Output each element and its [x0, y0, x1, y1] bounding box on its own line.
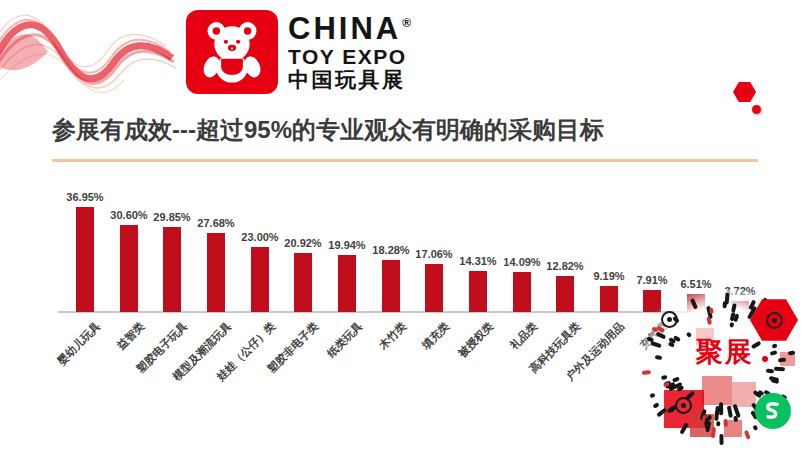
- qr-dot: [642, 371, 651, 375]
- bar: [163, 227, 181, 312]
- bar: [207, 233, 225, 312]
- wechat-icon: [755, 393, 791, 429]
- slide: CHINA® TOY EXPO 中国玩具展 参展有成效---超过95%的专业观众…: [0, 0, 802, 451]
- bar-value-label: 27.68%: [184, 217, 248, 229]
- qr-dot: [720, 434, 724, 446]
- bar: [382, 260, 400, 312]
- qr-dot: [731, 303, 736, 313]
- qr-position-marker-icon: [661, 311, 678, 328]
- bar: [120, 225, 138, 312]
- qr-dot: [652, 403, 659, 409]
- qr-dot: [744, 430, 751, 440]
- bar: [294, 253, 312, 312]
- qr-dot: [649, 393, 655, 398]
- bar: [600, 286, 618, 312]
- qr-dot: [711, 427, 716, 439]
- bar: [556, 276, 574, 312]
- qr-dot: [660, 375, 667, 380]
- qr-dot: [650, 341, 662, 348]
- qr-position-marker-icon: [766, 312, 783, 329]
- qr-dot: [655, 356, 662, 360]
- bar: [338, 255, 356, 312]
- qr-position-marker-icon: [675, 397, 692, 414]
- qr-dot: [770, 351, 778, 356]
- qr-dot: [774, 367, 785, 371]
- bar: [76, 207, 94, 312]
- qr-center-text: 聚展: [696, 334, 754, 370]
- pink-hexagon-icon: [702, 376, 732, 405]
- bar: [513, 272, 531, 312]
- bar: [425, 264, 443, 312]
- bar: [251, 247, 269, 312]
- qr-dot: [720, 403, 724, 416]
- qr-dot: [772, 343, 778, 348]
- bar-value-label: 36.95%: [53, 191, 117, 203]
- qr-dot: [724, 418, 728, 426]
- red-dot-icon: [762, 356, 768, 362]
- qr-dot: [722, 301, 726, 308]
- bar: [469, 271, 487, 312]
- qr-dot: [685, 331, 691, 337]
- qr-dot: [727, 405, 733, 418]
- red-dot-icon: [752, 105, 761, 114]
- qr-dot: [734, 313, 740, 322]
- juzhan-qr-code: 聚展: [640, 290, 802, 451]
- qr-dot: [656, 332, 666, 339]
- qr-dot: [690, 298, 698, 310]
- qr-dot: [717, 421, 721, 426]
- qr-dot: [715, 406, 719, 416]
- qr-dot: [766, 369, 774, 373]
- qr-dot: [729, 322, 734, 328]
